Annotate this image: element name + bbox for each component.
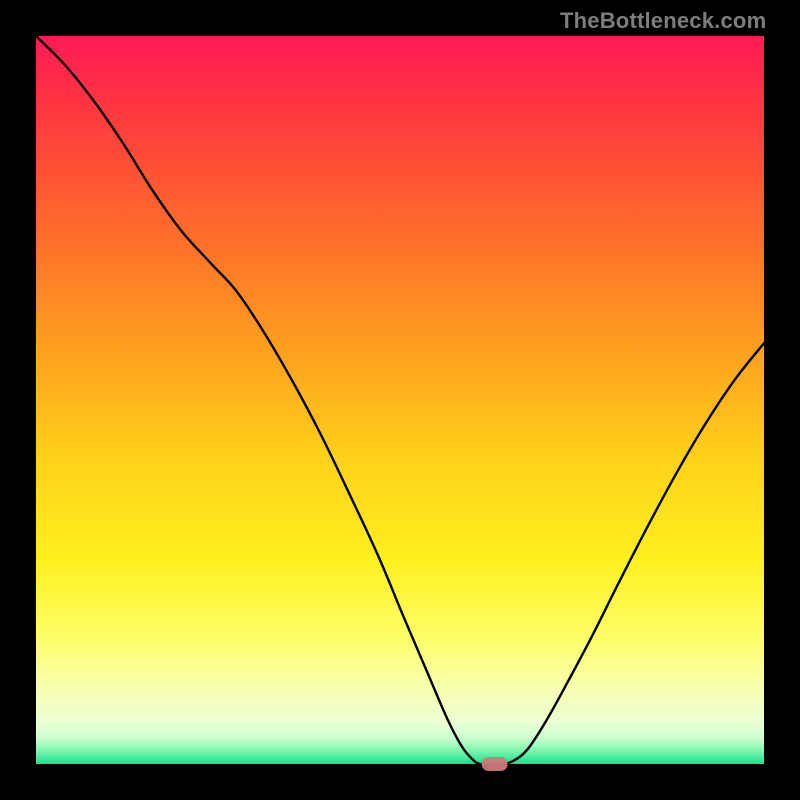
chart-frame: TheBottleneck.com bbox=[0, 0, 800, 800]
chart-svg bbox=[0, 0, 800, 800]
chart-background bbox=[36, 36, 764, 764]
optimal-marker bbox=[482, 757, 508, 771]
watermark-text: TheBottleneck.com bbox=[560, 8, 766, 34]
